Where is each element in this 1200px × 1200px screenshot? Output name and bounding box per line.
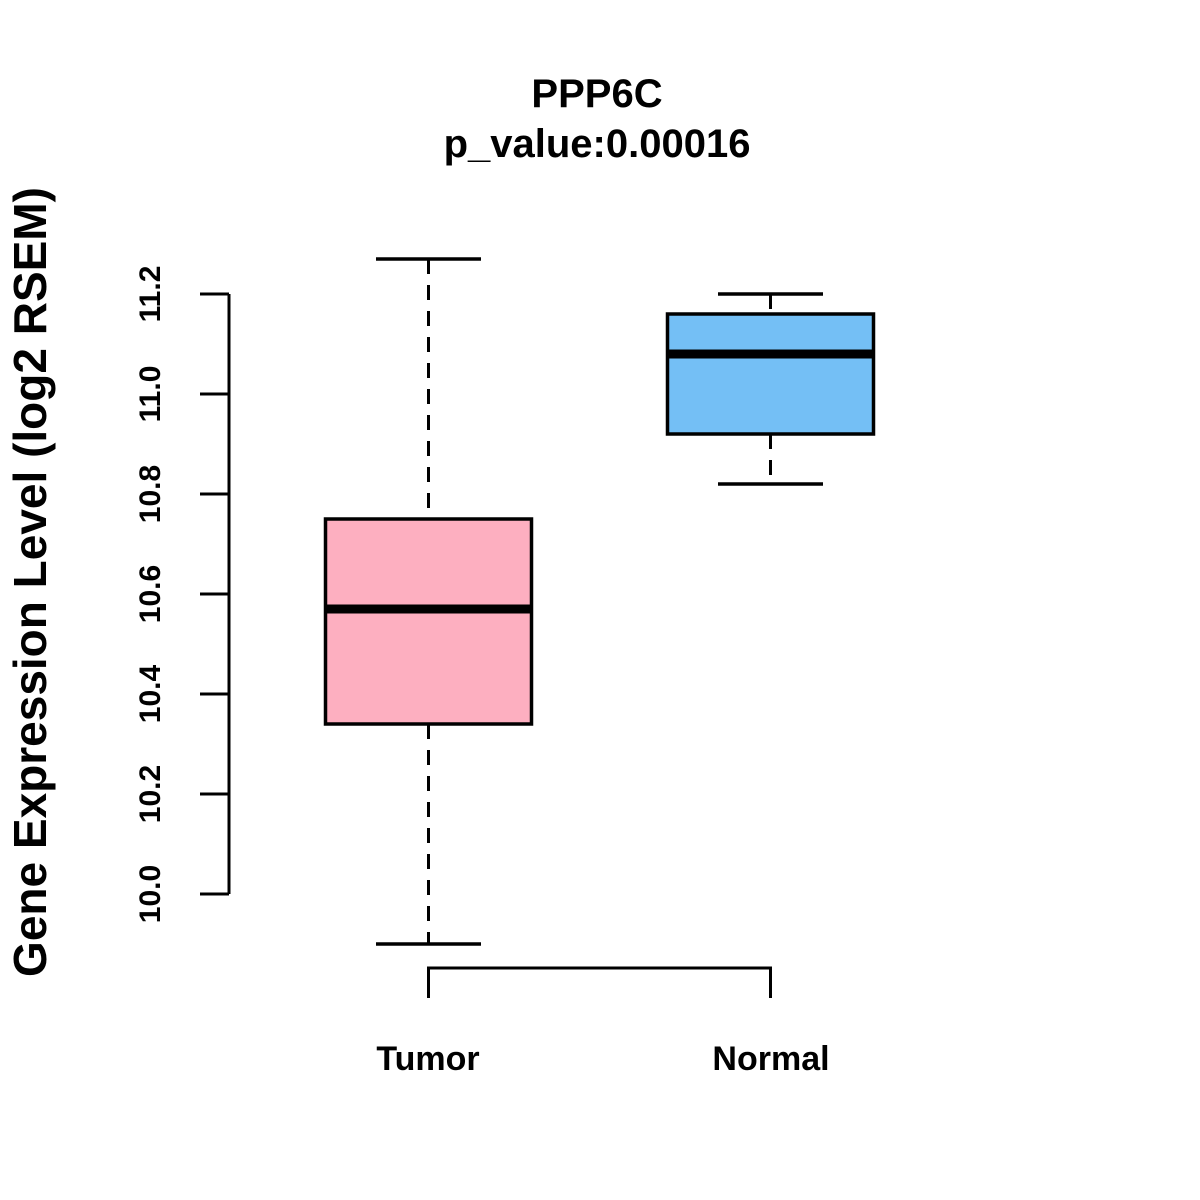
normal-iqr-box <box>665 312 876 436</box>
y-tick-label: 10.4 <box>134 664 167 723</box>
y-axis: 10.0 10.2 10.4 10.6 10.8 11.0 11.2 <box>134 266 231 923</box>
y-tick-label: 10.2 <box>134 765 167 823</box>
y-axis-label: Gene Expression Level (log2 RSEM) <box>4 187 56 977</box>
chart-subtitle: p_value:0.00016 <box>444 122 751 166</box>
tumor-iqr-box <box>323 517 534 726</box>
y-tick-label: 11.0 <box>134 366 167 423</box>
y-tick-label: 10.8 <box>134 465 167 523</box>
chart-title: PPP6C <box>531 72 662 116</box>
box-marks <box>323 257 876 946</box>
y-tick-label: 10.6 <box>134 565 167 623</box>
x-category-label-tumor: Tumor <box>376 1040 479 1078</box>
x-category-label-normal: Normal <box>712 1040 829 1078</box>
y-tick-label: 10.0 <box>134 865 167 923</box>
y-tick-label: 11.2 <box>134 266 167 323</box>
x-axis <box>427 966 772 998</box>
x-axis-bracket <box>427 966 772 998</box>
